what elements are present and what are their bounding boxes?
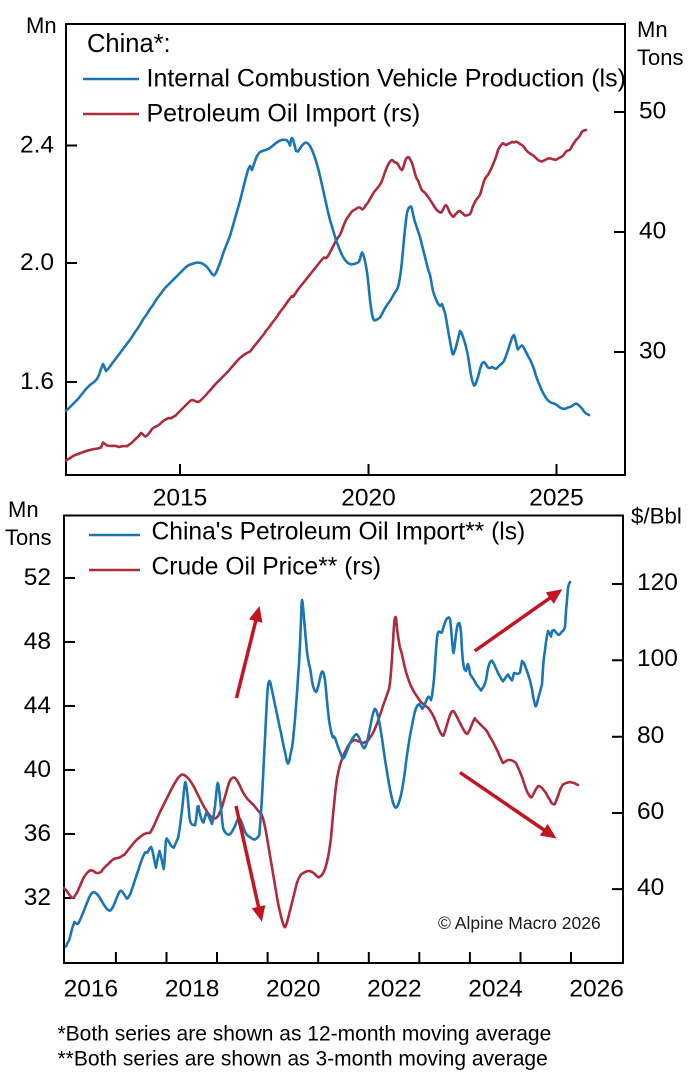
svg-text:44: 44 (24, 692, 51, 719)
svg-text:2026: 2026 (569, 976, 624, 1003)
svg-text:32: 32 (24, 884, 51, 911)
svg-text:Mn: Mn (8, 497, 39, 522)
svg-text:40: 40 (639, 218, 666, 245)
svg-text:China*:: China*: (87, 30, 171, 58)
svg-text:1.6: 1.6 (20, 368, 54, 395)
svg-text:*Both series are shown as 12-m: *Both series are shown as 12-month movin… (58, 1023, 552, 1046)
svg-text:Mn: Mn (637, 17, 668, 42)
svg-text:**Both series are shown as 3-m: **Both series are shown as 3-month movin… (58, 1048, 548, 1071)
svg-text:30: 30 (639, 338, 666, 365)
svg-text:48: 48 (24, 628, 51, 655)
svg-text:100: 100 (637, 645, 678, 672)
svg-text:2016: 2016 (64, 976, 119, 1003)
svg-text:© Alpine Macro 2026: © Alpine Macro 2026 (438, 913, 601, 933)
svg-text:2025: 2025 (529, 485, 584, 512)
svg-text:2020: 2020 (266, 976, 321, 1003)
svg-text:Crude Oil Price** (rs): Crude Oil Price** (rs) (152, 553, 382, 580)
svg-text:60: 60 (637, 798, 664, 825)
svg-text:2015: 2015 (153, 485, 208, 512)
svg-text:36: 36 (24, 820, 51, 847)
svg-text:2.4: 2.4 (20, 132, 54, 159)
svg-text:$/Bbl: $/Bbl (631, 504, 682, 529)
svg-text:2022: 2022 (367, 976, 422, 1003)
svg-text:50: 50 (639, 98, 666, 125)
svg-text:China's Petroleum Oil Import**: China's Petroleum Oil Import** (ls) (152, 519, 526, 546)
svg-text:52: 52 (24, 564, 51, 591)
svg-text:120: 120 (637, 569, 678, 596)
svg-text:2.0: 2.0 (20, 249, 54, 276)
svg-text:2024: 2024 (468, 976, 523, 1003)
svg-text:2018: 2018 (165, 976, 220, 1003)
svg-text:40: 40 (637, 874, 664, 901)
svg-text:2020: 2020 (341, 485, 396, 512)
svg-text:Petroleum Oil Import (rs): Petroleum Oil Import (rs) (147, 100, 421, 128)
svg-text:Mn: Mn (26, 13, 57, 38)
svg-text:Internal Combustion Vehicle Pr: Internal Combustion Vehicle Production (… (147, 65, 626, 93)
svg-text:Tons: Tons (637, 45, 683, 70)
svg-text:40: 40 (24, 756, 51, 783)
svg-text:Tons: Tons (5, 525, 51, 550)
svg-text:80: 80 (637, 722, 664, 749)
